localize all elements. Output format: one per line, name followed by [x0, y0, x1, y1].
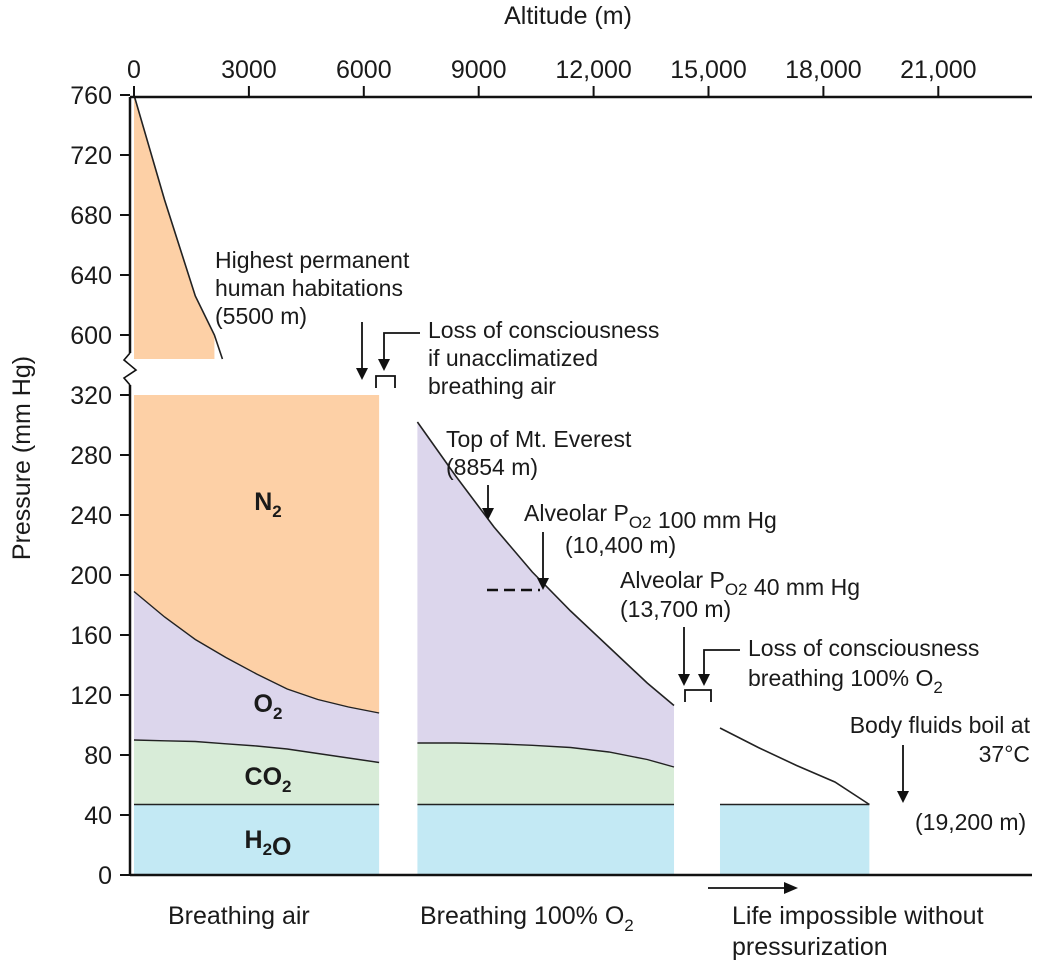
y-tick-label: 200 [70, 562, 112, 590]
o2-area-air [134, 591, 380, 763]
o2-boundary-air [133, 590, 380, 714]
loc-air-arrowhead [378, 359, 390, 371]
alveolar-40-arrow-head [678, 674, 690, 686]
region-breathing-o2: Breathing 100% O2 [420, 902, 634, 935]
axes: 0 3000 6000 9000 12,000 15,000 18,000 21,000760… [8, 2, 1032, 890]
everest-annotation: (8854 m) [446, 454, 538, 480]
x-tick-label: 3000 [221, 56, 277, 84]
region-arrowhead [784, 882, 798, 894]
loc-air-annotation: if unacclimatized [428, 345, 598, 371]
co2-boundary-o2 [417, 742, 675, 768]
region-life-impossible-2: pressurization [732, 933, 888, 961]
n2-label: N2 [254, 488, 282, 521]
y-tick-label: 720 [70, 142, 112, 170]
y-axis-break [122, 352, 138, 386]
region-life-impossible: Life impossible without [732, 902, 984, 930]
co2-label: CO2 [245, 763, 292, 796]
y-tick-label: 240 [70, 502, 112, 530]
loc-o2-leader [703, 649, 740, 680]
h2o-label: H2O [245, 826, 292, 861]
loc-air-annotation: Loss of consciousness [428, 317, 659, 343]
x-tick-label: 9000 [451, 56, 507, 84]
x-tick-label: 6000 [336, 56, 392, 84]
co2-area-air [134, 740, 380, 805]
x-tick-label: 15,000 [670, 56, 746, 84]
y-tick-label: 320 [70, 382, 112, 410]
boil-arrow-head [897, 791, 909, 803]
h2o-area-o2 [417, 804, 675, 875]
alveolar-100-arrow-head [537, 578, 549, 590]
total-pressure-line-o2 [416, 421, 675, 707]
loc-o2-annotation-2: breathing 100% O2 [748, 665, 943, 697]
y-tick-label: 80 [84, 742, 112, 770]
co2-boundary-air [133, 739, 380, 764]
loc-o2-arrowhead [698, 674, 710, 686]
x-tick-label: 18,000 [785, 56, 861, 84]
loc-air-leader [383, 332, 420, 365]
everest-arrow-head [482, 508, 494, 520]
y-tick-label: 760 [70, 82, 112, 110]
y-tick-label: 40 [84, 802, 112, 830]
gas-areas [134, 95, 870, 875]
boundary-lines [133, 94, 870, 806]
boil-temp: 37°C [979, 741, 1030, 767]
y-tick-label: 680 [70, 202, 112, 230]
y-axis-title: Pressure (mm Hg) [8, 356, 36, 560]
y-tick-label: 280 [70, 442, 112, 470]
region-breathing-air: Breathing air [168, 902, 310, 930]
h2o-area-air [134, 804, 380, 875]
loc-air-annotation: breathing air [428, 373, 556, 399]
y-tick-label: 0 [98, 862, 112, 890]
y-tick-label: 600 [70, 322, 112, 350]
alveolar-100-altitude: (10,400 m) [565, 532, 676, 558]
alveolar-100-annotation: Alveolar PO2 100 mm Hg [524, 500, 777, 533]
y-tick-label: 640 [70, 262, 112, 290]
boil-annotation: Body fluids boil at [850, 712, 1031, 738]
x-tick-label: 12,000 [555, 56, 631, 84]
alveolar-40-annotation: Alveolar PO2 40 mm Hg [620, 567, 860, 600]
x-tick-label: 0 [127, 56, 141, 84]
loc-air-bracket [375, 375, 396, 388]
total-pressure-line-nolife [719, 727, 870, 806]
h2o-area-nolife [719, 804, 870, 875]
total-pressure-line-upper [133, 94, 224, 360]
x-axis-title: Altitude (m) [504, 2, 632, 30]
habitation-annotation: Highest permanent [215, 247, 410, 273]
co2-area-o2 [417, 743, 675, 805]
y-tick-label: 120 [70, 682, 112, 710]
habitation-annotation: human habitations [215, 275, 403, 301]
x-tick-label: 21,000 [900, 56, 976, 84]
alveolar-40-altitude: (13,700 m) [620, 596, 731, 622]
habitation-arrow-head [356, 368, 368, 380]
n2-area-air [134, 395, 380, 713]
boil-altitude: (19,200 m) [915, 809, 1026, 835]
loc-o2-bracket [684, 689, 712, 702]
loc-o2-annotation: Loss of consciousness [748, 635, 979, 661]
everest-annotation: Top of Mt. Everest [446, 426, 632, 452]
o2-label: O2 [254, 690, 283, 723]
habitation-annotation: (5500 m) [215, 303, 307, 329]
o2-area-o2 [417, 422, 675, 767]
y-tick-label: 160 [70, 622, 112, 650]
